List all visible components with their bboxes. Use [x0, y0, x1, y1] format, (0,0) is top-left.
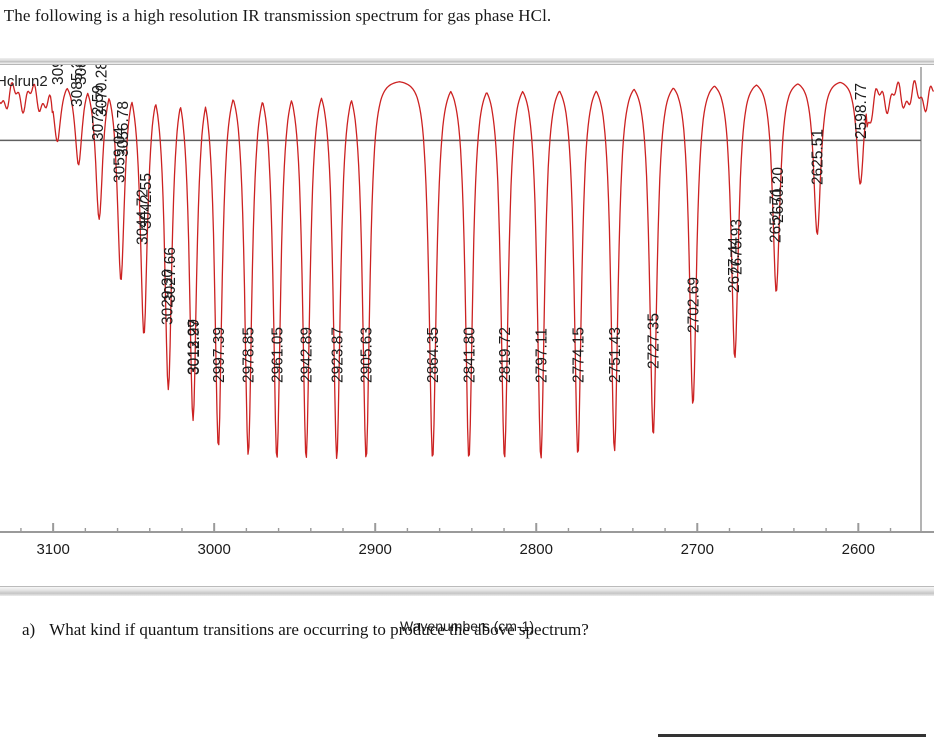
peak-label: 3059.04: [112, 127, 129, 183]
spectrum-plot[interactable]: 3100300029002800270026003097.433085.3730…: [0, 65, 934, 570]
peak-label: 3072.59: [90, 85, 107, 141]
peak-label: 3085.37: [69, 65, 86, 107]
question-a-text: What kind if quantum transitions are occ…: [49, 620, 589, 639]
x-axis-title: Wavenumbers (cm-1): [399, 618, 535, 634]
x-tick-label: 2600: [842, 541, 875, 558]
peak-label: 2923.87: [329, 327, 346, 383]
window-top-border: [0, 58, 934, 65]
peak-label: 3029.30: [160, 269, 177, 325]
window-bottom-border: [0, 586, 934, 596]
peak-label: 2841.80: [461, 327, 478, 383]
spectrum-window: 3100300029002800270026003097.433085.3730…: [0, 58, 934, 634]
question-intro: ) The following is a high resolution IR …: [0, 6, 552, 25]
peak-label: 2675.93: [729, 219, 746, 275]
peak-label: 2797.11: [533, 328, 550, 383]
x-tick-label: 3000: [197, 541, 230, 558]
x-tick-label: 2800: [520, 541, 553, 558]
peak-label: 2650.20: [770, 167, 787, 223]
peak-label: 3042.55: [138, 173, 155, 229]
peak-label: 2905.63: [359, 327, 376, 383]
peak-label: 3083.09: [73, 65, 90, 85]
question-a: a) What kind if quantum transitions are …: [22, 620, 912, 640]
peak-labels: 3097.433085.373083.093072.593070.283059.…: [50, 65, 870, 383]
peak-label: 3097.43: [50, 65, 67, 85]
peak-label: 2598.77: [853, 83, 870, 139]
peak-label: 2942.89: [299, 327, 316, 383]
series-label: Hclrun2: [0, 73, 48, 90]
peak-label: 3070.28: [94, 65, 111, 117]
peak-label: 2819.72: [497, 327, 514, 383]
peak-label: 3056.78: [115, 101, 132, 157]
peak-label: 3013.29: [185, 319, 202, 375]
peak-label: 2751.43: [607, 327, 624, 383]
peak-label: 3044.72: [135, 189, 152, 245]
peak-label: 2625.51: [810, 129, 827, 185]
peak-label: 2864.35: [425, 327, 442, 383]
peak-label: 2961.05: [269, 327, 286, 383]
question-a-marker: a): [22, 620, 36, 639]
peak-label: 2774.15: [570, 327, 587, 383]
peak-label: 2997.39: [211, 327, 228, 383]
x-axis-ticks: 3100 3000 2900 2800 2700 2600: [20, 523, 892, 558]
x-tick-label: 3100: [36, 541, 69, 558]
peak-label: 2978.85: [241, 327, 258, 383]
peak-label: 2727.35: [646, 313, 663, 369]
spectrum-svg[interactable]: 3100300029002800270026003097.433085.3730…: [0, 65, 934, 570]
peak-label: 2677.44: [726, 237, 743, 293]
peak-label: 2651.71: [768, 187, 785, 243]
spectrum-trace: [0, 80, 934, 460]
peak-label: 3027.66: [162, 247, 179, 303]
peak-label: 3012.97: [186, 319, 203, 375]
peak-label: 2702.69: [685, 277, 702, 333]
answer-line: [658, 734, 926, 737]
x-tick-label: 2700: [681, 541, 714, 558]
x-tick-label: 2900: [359, 541, 392, 558]
